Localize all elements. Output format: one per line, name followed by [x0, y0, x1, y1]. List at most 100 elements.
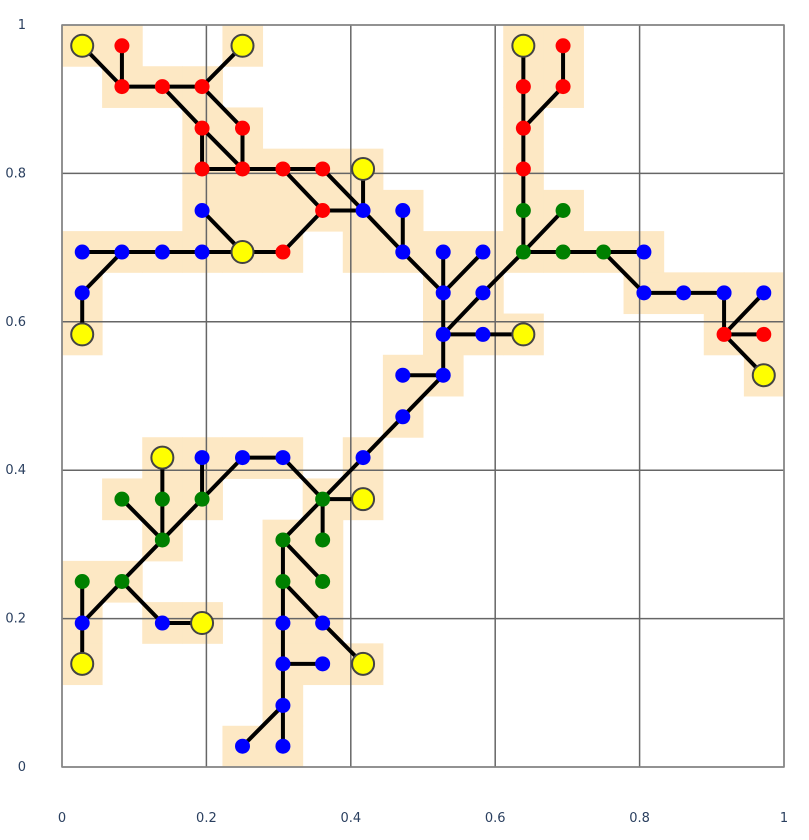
green-node — [275, 574, 291, 589]
red-node — [275, 161, 291, 177]
yellow-node — [351, 156, 376, 181]
tree-edge — [400, 250, 446, 295]
blue-node — [275, 615, 291, 631]
x-tick-label: 1 — [780, 811, 788, 826]
yellow-node — [190, 611, 215, 636]
green-node — [315, 532, 331, 548]
node-layer — [70, 33, 776, 754]
blue-node — [275, 450, 291, 466]
highlight-cell — [342, 231, 384, 273]
yellow-node — [751, 363, 776, 388]
tree-edge — [200, 455, 245, 502]
red-node — [555, 79, 571, 95]
tree-edge — [601, 250, 646, 295]
green-node — [555, 203, 571, 218]
red-node — [114, 38, 130, 54]
green-node — [555, 244, 571, 260]
green-node — [74, 574, 90, 589]
blue-node — [74, 615, 90, 631]
blue-node — [395, 244, 411, 260]
blue-node — [395, 409, 411, 425]
tree-edge — [320, 455, 366, 502]
tree-edge — [119, 537, 165, 584]
tree-edge — [521, 208, 566, 255]
y-axis-ticks: 0 0.2 0.4 0.6 0.8 1 — [5, 18, 26, 775]
blue-node — [275, 656, 291, 672]
y-tick-label: 0.8 — [5, 166, 26, 181]
tree-edge — [280, 208, 325, 255]
yellow-node — [70, 322, 95, 347]
blue-node — [435, 285, 451, 301]
tree-edge — [361, 208, 405, 255]
x-tick-label: 0.8 — [629, 811, 650, 826]
tree-edge — [480, 250, 526, 295]
blue-node — [636, 285, 652, 301]
blue-node — [154, 615, 170, 631]
y-tick-label: 1 — [18, 18, 26, 33]
tree-edge — [160, 497, 205, 542]
red-node — [194, 120, 210, 136]
green-node — [515, 244, 531, 260]
red-node — [275, 244, 291, 260]
red-node — [515, 120, 531, 136]
red-node — [194, 161, 210, 177]
blue-node — [676, 285, 692, 301]
green-node — [154, 532, 170, 548]
blue-node — [194, 203, 210, 218]
red-node — [555, 38, 571, 54]
plot-frame — [61, 24, 785, 768]
red-node — [756, 326, 772, 342]
green-node — [315, 574, 331, 589]
green-node — [275, 532, 291, 548]
y-tick-label: 0.6 — [5, 315, 26, 330]
x-axis-ticks: 0 0.2 0.4 0.6 0.8 1 — [58, 811, 788, 826]
tree-edge — [361, 414, 405, 460]
tree-edge — [80, 250, 124, 295]
red-node — [235, 120, 250, 136]
yellow-node — [230, 33, 255, 58]
blue-node — [275, 697, 291, 713]
yellow-node — [351, 487, 376, 512]
tree-edge — [280, 579, 325, 626]
tree-edge — [441, 250, 485, 295]
yellow-node — [150, 445, 175, 470]
grid-layer — [61, 24, 785, 768]
green-node — [515, 203, 531, 218]
blue-node — [355, 203, 371, 218]
tree-edge — [200, 84, 245, 131]
blue-node — [74, 244, 90, 260]
red-node — [515, 161, 531, 177]
green-node — [114, 491, 130, 507]
x-tick-label: 0.4 — [340, 811, 361, 826]
green-node — [194, 491, 210, 507]
tree-edge — [521, 84, 566, 131]
tree-edge — [441, 290, 485, 337]
blue-node — [395, 203, 411, 218]
blue-node — [114, 244, 130, 260]
tree-edge — [119, 497, 165, 542]
tree-edge — [200, 126, 245, 171]
x-tick-label: 0 — [58, 811, 66, 826]
tree-edge — [280, 455, 325, 502]
tree-edge — [160, 84, 205, 131]
blue-node — [435, 367, 451, 383]
yellow-node — [70, 651, 95, 676]
yellow-node — [70, 33, 95, 58]
blue-node — [716, 285, 732, 301]
green-node — [315, 491, 331, 507]
blue-node — [395, 367, 411, 383]
yellow-node — [511, 33, 536, 58]
yellow-node — [230, 240, 255, 265]
blue-node — [154, 244, 170, 260]
tree-edge — [722, 290, 766, 337]
tree-edge — [320, 166, 366, 213]
blue-node — [194, 450, 210, 466]
tree-edge — [80, 579, 124, 626]
x-tick-label: 0.2 — [196, 811, 217, 826]
blue-node — [475, 326, 491, 342]
red-node — [716, 326, 732, 342]
red-node — [515, 79, 531, 95]
green-node — [154, 491, 170, 507]
blue-node — [435, 244, 451, 260]
